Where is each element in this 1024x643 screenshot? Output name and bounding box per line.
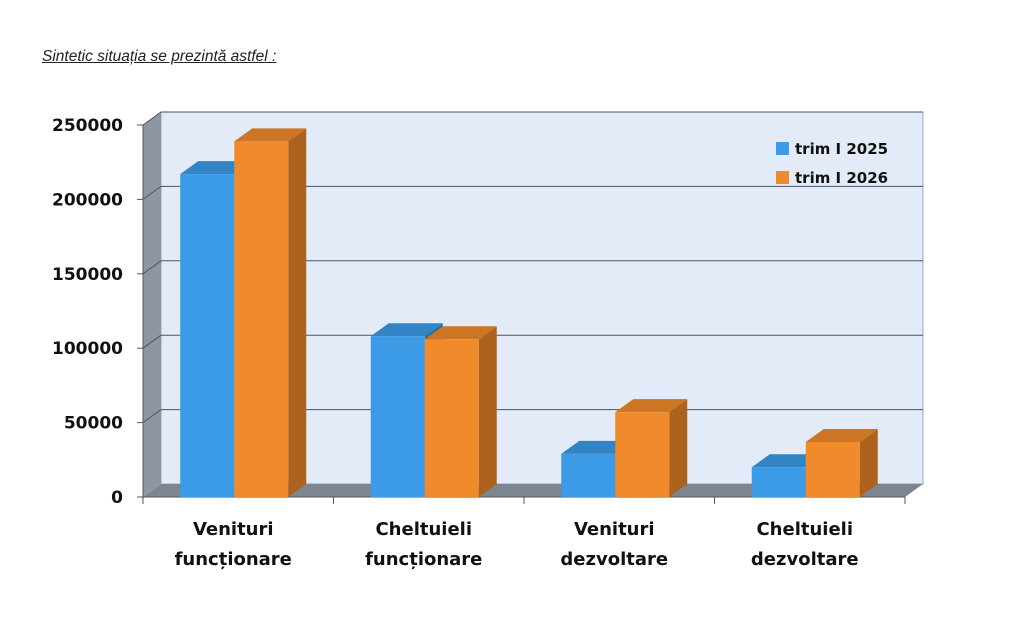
bar-top-face xyxy=(424,326,497,340)
bar-front-face xyxy=(234,141,289,498)
gridline-side xyxy=(142,409,162,424)
x-category-label: Venituri funcționare xyxy=(175,519,292,570)
bar-front-face xyxy=(751,467,806,497)
chart-legend: trim I 2025 trim I 2026 xyxy=(776,140,888,187)
gridline-side xyxy=(142,185,162,200)
legend-label: trim I 2026 xyxy=(795,169,888,187)
y-tick-labels: 0 50000 100000 150000 200000 250000 xyxy=(52,116,123,508)
y-tick-label: 0 xyxy=(111,488,123,508)
plot-side-wall xyxy=(143,112,161,497)
chart-bars xyxy=(180,128,878,498)
bar-2-3 xyxy=(615,399,688,497)
bar-2-4 xyxy=(805,428,878,497)
bar-top-face xyxy=(234,128,307,142)
x-category-label-line: Cheltuieli xyxy=(375,519,472,540)
gridline-side xyxy=(142,334,162,349)
bar-2-2 xyxy=(424,326,497,497)
plot-floor xyxy=(143,484,923,497)
bar-front-face xyxy=(180,174,235,497)
bar-front-face xyxy=(370,336,425,497)
bar-side-face xyxy=(478,326,497,497)
x-category-label-line: funcționare xyxy=(175,549,292,570)
x-category-label-line: Cheltuieli xyxy=(756,519,853,540)
bar-side-face xyxy=(859,428,878,497)
bar-2-1 xyxy=(234,128,307,498)
legend-swatch xyxy=(776,142,789,155)
x-category-labels: Venituri funcționare Cheltuieli funcționare… xyxy=(175,519,859,570)
x-category-label-line: Venituri xyxy=(193,519,274,540)
x-category-label-line: dezvoltare xyxy=(751,549,859,570)
bar-front-face xyxy=(561,453,616,497)
x-category-label-line: dezvoltare xyxy=(560,549,668,570)
bar-front-face xyxy=(424,339,479,497)
bar-front-face xyxy=(805,441,860,497)
y-tick-label: 50000 xyxy=(64,414,123,434)
gridline-side xyxy=(142,111,162,126)
legend-label: trim I 2025 xyxy=(795,140,888,158)
x-category-label-line: funcționare xyxy=(365,549,482,570)
bar-top-face xyxy=(370,323,443,337)
x-category-label: Cheltuieli funcționare xyxy=(365,519,482,570)
y-tick-label: 250000 xyxy=(52,116,123,136)
bar-side-face xyxy=(288,128,307,498)
legend-swatch xyxy=(776,171,789,184)
x-category-label-line: Venituri xyxy=(574,519,655,540)
gridline-side xyxy=(142,260,162,275)
bar-front-face xyxy=(615,412,670,497)
x-category-label: Venituri dezvoltare xyxy=(560,519,668,570)
x-category-label: Cheltuieli dezvoltare xyxy=(751,519,859,570)
y-tick-label: 200000 xyxy=(52,190,123,210)
bar-top-face xyxy=(805,428,878,442)
y-tick-label: 150000 xyxy=(52,265,123,285)
page-heading: Sintetic situația se prezintă astfel : xyxy=(42,48,277,65)
bar-top-face xyxy=(615,399,688,413)
bar-side-face xyxy=(669,399,688,497)
y-tick-label: 100000 xyxy=(52,339,123,359)
